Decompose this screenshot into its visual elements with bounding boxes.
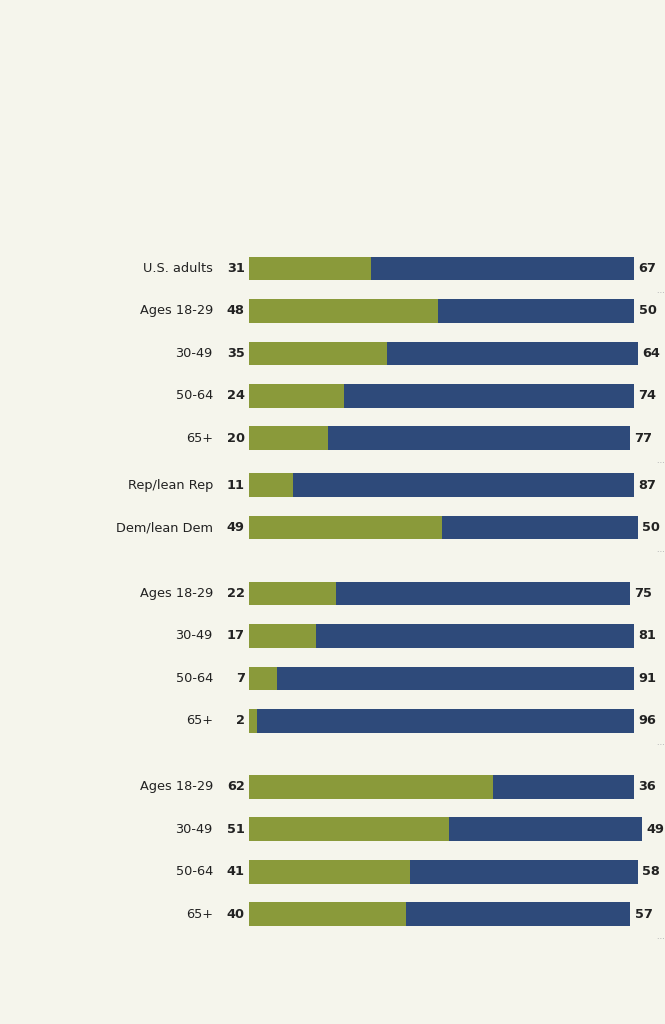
Bar — [344, 384, 634, 408]
Bar — [249, 426, 328, 450]
Text: 50-64: 50-64 — [176, 672, 213, 685]
Text: 49: 49 — [646, 822, 664, 836]
Bar — [249, 624, 316, 647]
Text: 35: 35 — [227, 347, 245, 359]
Bar — [249, 473, 293, 497]
Text: 67: 67 — [638, 262, 656, 274]
Bar — [249, 709, 257, 732]
Text: U.S. adults: U.S. adults — [143, 262, 213, 274]
Text: Dem/lean Dem: Dem/lean Dem — [116, 521, 213, 534]
Text: 50: 50 — [642, 521, 660, 534]
Text: 57: 57 — [634, 907, 652, 921]
Bar — [249, 775, 493, 799]
Bar — [316, 624, 634, 647]
Bar — [249, 299, 438, 323]
Text: 11: 11 — [227, 478, 245, 492]
Text: 96: 96 — [638, 715, 656, 727]
Text: 2: 2 — [235, 715, 245, 727]
Text: 50-64: 50-64 — [176, 389, 213, 402]
Text: 87: 87 — [638, 478, 656, 492]
Text: 64: 64 — [642, 347, 660, 359]
Text: 81: 81 — [638, 630, 656, 642]
Text: 75: 75 — [634, 587, 652, 600]
Bar — [249, 516, 442, 540]
Bar — [442, 516, 638, 540]
Text: 41: 41 — [227, 865, 245, 879]
Bar — [257, 709, 634, 732]
Bar — [406, 902, 630, 926]
Text: 91: 91 — [638, 672, 656, 685]
Bar — [438, 299, 634, 323]
Text: 49: 49 — [227, 521, 245, 534]
Bar — [293, 473, 634, 497]
Text: 30-49: 30-49 — [176, 630, 213, 642]
Bar — [410, 860, 638, 884]
Text: 31: 31 — [227, 262, 245, 274]
Text: 30-49: 30-49 — [176, 822, 213, 836]
Bar — [450, 817, 642, 841]
Text: 74: 74 — [638, 389, 656, 402]
Text: 48: 48 — [227, 304, 245, 317]
Bar — [249, 582, 336, 605]
Text: 50-64: 50-64 — [176, 865, 213, 879]
Bar — [328, 426, 630, 450]
Bar — [249, 667, 277, 690]
Text: Ages 18-29: Ages 18-29 — [140, 304, 213, 317]
Bar — [249, 256, 371, 280]
Bar — [493, 775, 634, 799]
Text: 58: 58 — [642, 865, 660, 879]
Bar — [371, 256, 634, 280]
Text: 24: 24 — [227, 389, 245, 402]
Bar — [387, 341, 638, 365]
Text: 65+: 65+ — [186, 907, 213, 921]
Text: 51: 51 — [227, 822, 245, 836]
Text: 30-49: 30-49 — [176, 347, 213, 359]
Bar — [249, 817, 450, 841]
Text: 40: 40 — [227, 907, 245, 921]
Text: 77: 77 — [634, 432, 652, 444]
Text: Rep/lean Rep: Rep/lean Rep — [128, 478, 213, 492]
Bar — [249, 384, 344, 408]
Text: Ages 18-29: Ages 18-29 — [140, 780, 213, 794]
Bar — [277, 667, 634, 690]
Text: 62: 62 — [227, 780, 245, 794]
Text: 36: 36 — [638, 780, 656, 794]
Text: 22: 22 — [227, 587, 245, 600]
Text: 17: 17 — [227, 630, 245, 642]
Text: 50: 50 — [638, 304, 656, 317]
Text: 7: 7 — [235, 672, 245, 685]
Text: Ages 18-29: Ages 18-29 — [140, 587, 213, 600]
Text: 65+: 65+ — [186, 715, 213, 727]
Text: 20: 20 — [227, 432, 245, 444]
Bar — [249, 341, 387, 365]
Text: 65+: 65+ — [186, 432, 213, 444]
Bar — [249, 902, 406, 926]
Bar — [336, 582, 630, 605]
Bar — [249, 860, 410, 884]
